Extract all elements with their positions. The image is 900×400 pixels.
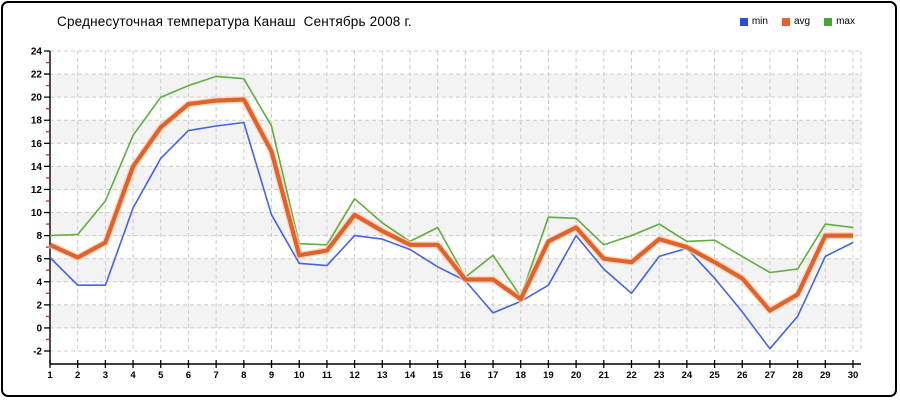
series-line-min [49,121,854,350]
y-tick-label: 0 [36,323,42,334]
x-tick-label: 19 [543,370,554,381]
legend-label: avg [793,16,811,27]
x-tick-label: 18 [515,370,526,381]
y-tick-label: -2 [33,347,42,358]
legend-swatch-min-icon [739,17,748,26]
x-tick-label: 16 [460,370,471,381]
legend-label: max [836,16,855,27]
x-tick-label: 15 [432,370,443,381]
x-tick-label: 11 [322,370,333,381]
x-tick-label: 2 [75,370,80,381]
x-tick-label: 14 [405,370,416,381]
legend-item-min: min [739,16,768,27]
x-tick-label: 21 [599,370,610,381]
axes [49,51,861,365]
x-tick-label: 12 [349,370,360,381]
x-tick-label: 3 [103,370,108,381]
y-tick-label: 4 [36,277,42,288]
x-tick-label: 29 [820,370,831,381]
series-line-avg [49,97,853,313]
x-tick-label: 17 [488,370,499,381]
x-axis-ticks-labels: 1 2 3 4 5 6 7 8 9 10 11 12 13 14 15 16 17 18 19 20 21 22 23 24 2… [47,360,858,381]
legend-swatch-max-icon [824,17,833,26]
x-tick-label: 25 [709,370,720,381]
x-tick-label: 30 [848,370,859,381]
x-tick-label: 23 [654,370,665,381]
x-tick-label: 22 [626,370,637,381]
x-tick-label: 13 [377,370,388,381]
plot-bands [50,74,861,328]
y-tick-label: 22 [31,70,43,81]
legend-swatch-avg-icon [781,17,790,26]
x-tick-label: 26 [737,370,748,381]
legend-label: min [751,16,768,27]
x-tick-label: 9 [269,370,274,381]
y-tick-label: 10 [31,208,43,219]
x-tick-label: 24 [682,370,693,381]
y-tick-label: 16 [31,139,43,150]
legend-item-avg: avg [781,16,811,27]
legend-item-max: max [824,16,855,27]
x-tick-label: 27 [765,370,776,381]
x-tick-label: 20 [571,370,582,381]
x-tick-label: 28 [792,370,803,381]
series-line-max [49,75,854,298]
chart-title: Среднесуточная температура Канаш Сентябр… [57,14,412,29]
x-tick-label: 1 [47,370,53,381]
x-tick-label: 8 [241,370,246,381]
y-tick-label: 20 [31,93,43,104]
y-tick-label: 12 [31,185,43,196]
x-tick-label: 10 [294,370,305,381]
y-tick-label: 24 [31,47,43,58]
chart-legend: min avg max [739,16,855,27]
gridlines [49,50,862,352]
x-tick-label: 4 [130,370,136,381]
x-tick-label: 5 [158,370,164,381]
x-tick-label: 7 [213,370,218,381]
y-tick-label: 18 [31,116,43,127]
y-tick-label: 8 [36,231,42,242]
y-tick-label: 6 [36,254,42,265]
y-tick-label: 14 [31,162,43,173]
x-tick-label: 6 [186,370,191,381]
y-tick-label: 2 [36,300,42,311]
